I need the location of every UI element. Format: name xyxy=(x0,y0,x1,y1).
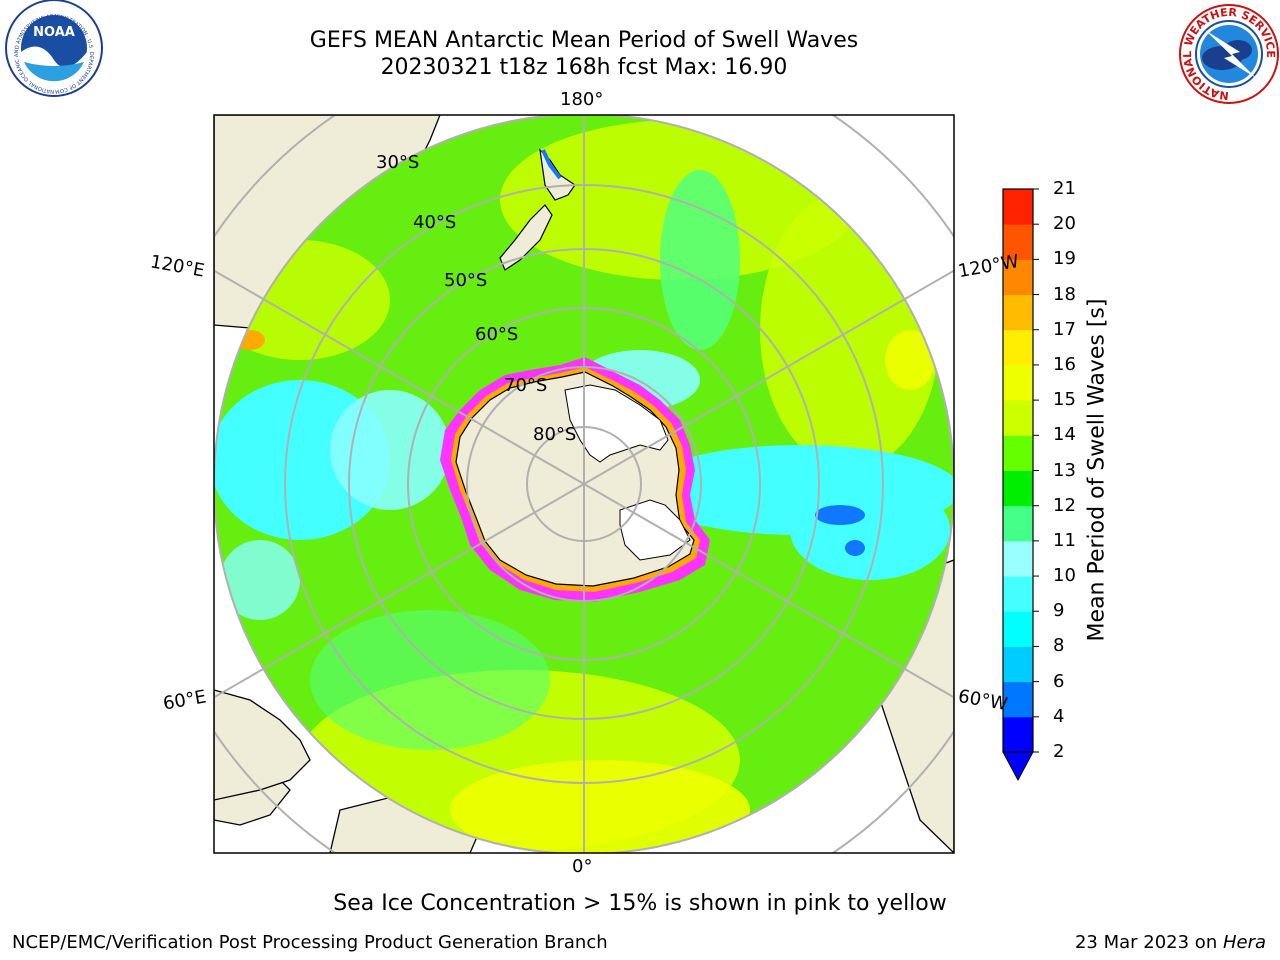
colorbar-tick-label: 13 xyxy=(1053,459,1076,481)
noaa-logo: NOAA NATIONAL OCEANIC AND ATMOSPHERIC AD… xyxy=(0,0,103,97)
map-area xyxy=(214,115,954,853)
colorbar-tick-label: 19 xyxy=(1053,248,1076,270)
colorbar-tick-label: 9 xyxy=(1053,600,1065,622)
colorbar-tick-label: 14 xyxy=(1053,424,1076,446)
colorbar-bin xyxy=(1003,576,1033,612)
colorbar-bin xyxy=(1003,400,1033,436)
colorbar xyxy=(1002,188,1039,782)
colorbar-bin xyxy=(1003,259,1033,296)
colorbar-tick-label: 15 xyxy=(1053,389,1076,411)
colorbar-bin xyxy=(1003,540,1033,577)
colorbar-tick-label: 21 xyxy=(1053,178,1076,199)
colorbar-bin xyxy=(1003,224,1033,260)
footer-date-text: 23 Mar 2023 on xyxy=(1074,932,1223,953)
lon-label-180: 180° xyxy=(560,89,604,110)
sea-ice-caption: Sea Ice Concentration > 15% is shown in … xyxy=(333,891,947,916)
colorbar-tick-label: 18 xyxy=(1053,283,1076,305)
colorbar-bin xyxy=(1003,681,1033,718)
lon-label-0: 0° xyxy=(572,856,593,877)
colorbar-bin xyxy=(1003,470,1033,507)
colorbar-title: Mean Period of Swell Waves [s] xyxy=(1084,298,1110,642)
colorbar-tick-label: 10 xyxy=(1053,565,1076,587)
nz-coastal-low-period xyxy=(541,149,562,180)
colorbar-tick-label: 12 xyxy=(1053,494,1076,516)
colorbar-tick-label: 8 xyxy=(1053,635,1065,657)
lat-label-70s: 70°S xyxy=(504,375,548,396)
colorbar-extend-arrow xyxy=(1002,751,1034,782)
colorbar-tick-label: 11 xyxy=(1053,529,1076,551)
colorbar-bin xyxy=(1003,294,1033,331)
map-frame xyxy=(213,114,955,854)
colorbar-bin xyxy=(1003,716,1033,753)
lat-label-80s: 80°S xyxy=(533,424,577,445)
colorbar-bin xyxy=(1003,611,1033,647)
colorbar-bin xyxy=(1003,189,1033,225)
lat-label-30s: 30°S xyxy=(376,152,420,173)
footer-host: Hera xyxy=(1222,932,1266,953)
graticule xyxy=(214,115,954,853)
colorbar-tick-label: 20 xyxy=(1053,213,1076,235)
colorbar-tick-label: 17 xyxy=(1053,318,1076,340)
colorbar-tick-label: 16 xyxy=(1053,353,1076,375)
colorbar-bin xyxy=(1003,646,1033,683)
colorbar-bin xyxy=(1003,329,1033,366)
map-title: GEFS MEAN Antarctic Mean Period of Swell… xyxy=(309,28,859,53)
colorbar-tick-label: 2 xyxy=(1053,741,1065,762)
colorbar-bin xyxy=(1003,435,1033,471)
noaa-logo-text: NOAA xyxy=(33,25,75,40)
footer-date: 23 Mar 2023 on Hera xyxy=(1075,932,1266,953)
colorbar-tick-label: 6 xyxy=(1053,670,1065,692)
footer-branch: NCEP/EMC/Verification Post Processing Pr… xyxy=(12,932,608,953)
lat-label-40s: 40°S xyxy=(413,212,457,233)
nws-logo: NATIONAL WEATHER SERVICE xyxy=(1179,4,1279,104)
colorbar-bin xyxy=(1003,364,1033,401)
colorbar-tick-label: 4 xyxy=(1053,705,1065,727)
lat-label-60s: 60°S xyxy=(475,324,519,345)
lat-label-50s: 50°S xyxy=(444,270,488,291)
colorbar-bin xyxy=(1003,505,1033,542)
map-subtitle: 20230321 t18z 168h fcst Max: 16.90 xyxy=(380,55,788,80)
